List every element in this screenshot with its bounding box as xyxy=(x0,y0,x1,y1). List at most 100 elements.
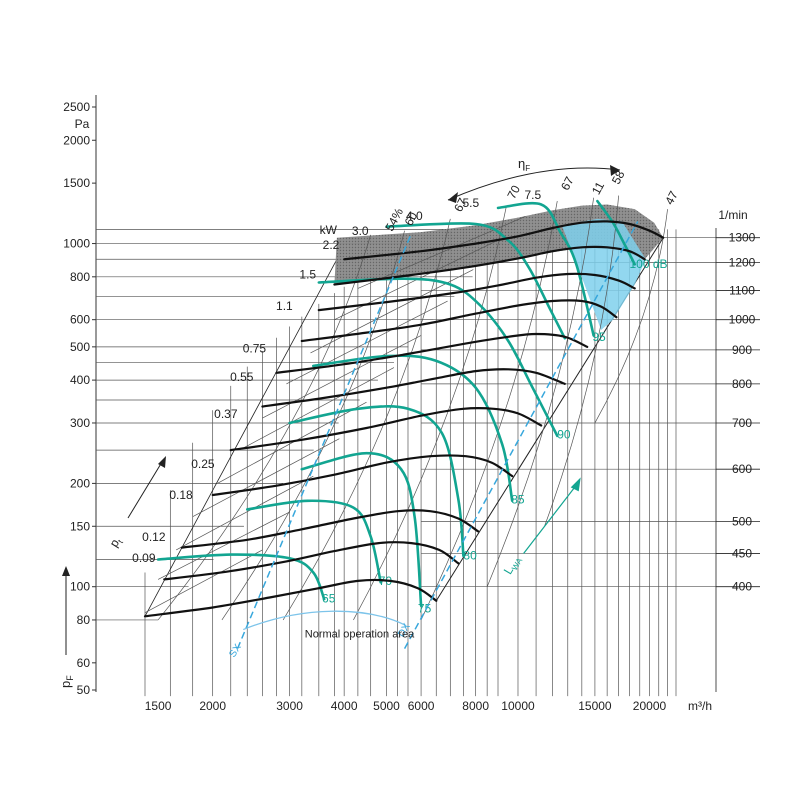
y-tick-label: 1500 xyxy=(63,176,90,190)
power-label: 0.55 xyxy=(230,370,254,384)
sound-curve xyxy=(312,354,514,503)
sound-curve xyxy=(156,553,326,601)
y-axis-title-sub: F xyxy=(65,675,75,681)
x-tick-label: 4000 xyxy=(331,699,358,713)
x-tick-label: 3000 xyxy=(276,699,303,713)
speed-curve-400 xyxy=(143,578,438,618)
y-tick-label: 1000 xyxy=(63,237,90,251)
power-label: 4.0 xyxy=(406,209,423,223)
power-line xyxy=(262,335,422,419)
speed-curve-1000 xyxy=(300,299,618,343)
rpm-tick-label: 700 xyxy=(732,416,752,430)
rpm-unit-label: 1/min xyxy=(718,208,747,222)
pt-label-sub: t xyxy=(116,538,125,545)
x-tick-label: 6000 xyxy=(408,699,435,713)
x-tick-label: 1500 xyxy=(145,699,172,713)
efficiency-label: 11 xyxy=(589,179,607,197)
power-line xyxy=(157,511,290,580)
rpm-tick-label: 1300 xyxy=(729,231,756,245)
power-line xyxy=(176,475,314,551)
sound-label: 65 xyxy=(322,591,336,605)
x-tick-label: 5000 xyxy=(373,699,400,713)
power-label: 0.75 xyxy=(243,341,267,355)
y-tick-label: 150 xyxy=(70,519,90,533)
y-tick-label: 800 xyxy=(70,270,90,284)
efficiency-line xyxy=(486,197,594,587)
grid-layer: 50 60 80 100 150 200 300 400 500 600 800 1000 1500 20… xyxy=(63,95,760,713)
sx-label: SX xyxy=(227,642,244,659)
efficiency-label: 47 xyxy=(662,188,681,207)
efficiency-line xyxy=(594,209,668,424)
efficiency-arrowhead-right xyxy=(610,165,620,176)
normal-operation-curve xyxy=(243,610,407,631)
y-axis-title-main: p xyxy=(58,681,73,688)
pt-arrowhead xyxy=(158,456,166,468)
pt-arrow xyxy=(127,461,163,519)
rpm-tick-label: 1100 xyxy=(729,283,755,297)
speed-curve-900 xyxy=(275,332,589,374)
rpm-tick-label: 600 xyxy=(732,462,752,476)
x-tick-label: 10000 xyxy=(501,699,535,713)
rpm-tick-label: 1200 xyxy=(729,256,756,270)
sound-curve xyxy=(385,222,567,340)
efficiency-symbol: ηF xyxy=(518,156,530,173)
sound-label: 95 xyxy=(592,330,606,344)
sound-label: 90 xyxy=(557,428,571,442)
rpm-tick-label: 800 xyxy=(732,377,752,391)
sound-curve xyxy=(246,499,382,584)
sound-label: 85 xyxy=(511,492,525,506)
dashed-line-sx xyxy=(236,233,413,649)
x-tick-label: 15000 xyxy=(578,699,612,713)
y-tick-label: 400 xyxy=(70,373,90,387)
speed-curve-500 xyxy=(180,509,480,549)
y-tick-label: 500 xyxy=(70,340,90,354)
power-label: 0.25 xyxy=(191,457,215,471)
rpm-tick-label: 400 xyxy=(732,580,752,594)
speed-curve-1300 xyxy=(343,220,665,261)
speed-curve-800 xyxy=(261,368,566,408)
power-label: 1.1 xyxy=(276,299,293,313)
efficiency-symbol-main: η xyxy=(518,156,525,171)
y-tick-label: 50 xyxy=(77,683,91,697)
sound-label: 100 dB xyxy=(629,257,667,271)
speed-curve-700 xyxy=(229,406,543,452)
y-unit-label: Pa xyxy=(75,117,90,131)
efficiency-symbol-sub: F xyxy=(525,164,530,173)
x-tick-label: 2000 xyxy=(199,699,226,713)
power-line xyxy=(192,438,340,517)
y-axis-arrowhead xyxy=(62,566,70,576)
sound-curve xyxy=(288,405,465,558)
efficiency-line xyxy=(282,218,451,621)
rpm-tick-label: 900 xyxy=(732,343,752,357)
x-tick-label: 8000 xyxy=(462,699,489,713)
x-tick-label: 20000 xyxy=(633,699,667,713)
dashed-line-dx xyxy=(403,221,639,649)
efficiency-line xyxy=(157,234,372,621)
lwa-label-sub: WA xyxy=(510,556,524,572)
power-label: 2.2 xyxy=(323,238,340,252)
speed-curve-1100 xyxy=(317,272,636,312)
svg-text:pF: pF xyxy=(58,675,75,688)
power-line xyxy=(286,300,448,385)
y-tick-label: 2000 xyxy=(63,133,90,147)
sound-label: 75 xyxy=(418,602,432,616)
lwa-label: LWA xyxy=(501,552,525,577)
efficiency-label: 67 xyxy=(558,174,577,193)
power-label: 5.5 xyxy=(462,196,479,210)
power-label: 3.0 xyxy=(352,224,369,238)
power-line xyxy=(144,549,263,613)
power-label: 0.18 xyxy=(169,488,193,502)
x-axis-label: m³/h xyxy=(688,699,712,713)
y-tick-label: 80 xyxy=(77,613,91,627)
y-tick-label: 100 xyxy=(70,580,90,594)
y-tick-label: 60 xyxy=(77,656,91,670)
rpm-tick-label: 500 xyxy=(732,514,752,528)
speed-curve-450 xyxy=(163,541,460,581)
power-label: 0.37 xyxy=(214,407,238,421)
efficiency-arrow xyxy=(447,167,621,201)
sound-label: 80 xyxy=(463,549,477,563)
lwa-arrowhead xyxy=(570,477,581,492)
efficiency-arrowhead-left xyxy=(448,192,458,203)
y-tick-label: 600 xyxy=(70,313,90,327)
